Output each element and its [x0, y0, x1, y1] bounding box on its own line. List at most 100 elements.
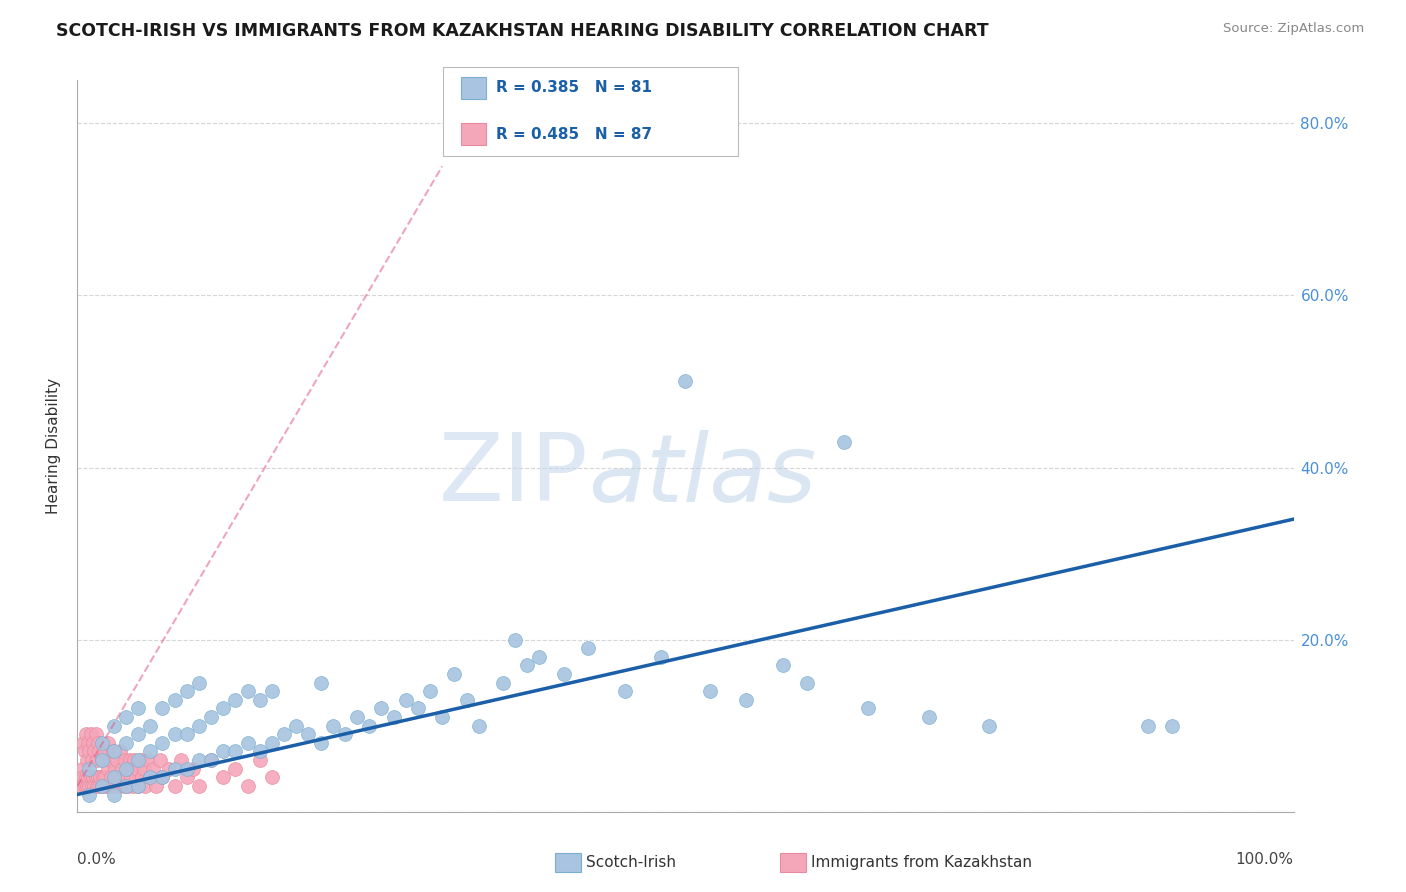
Point	[115, 762, 138, 776]
Point	[104, 762, 127, 776]
Point	[200, 753, 222, 767]
Point	[90, 779, 112, 793]
Point	[176, 762, 198, 776]
Point	[70, 779, 93, 793]
Point	[456, 693, 478, 707]
Point	[200, 710, 222, 724]
Point	[127, 779, 149, 793]
Point	[139, 770, 162, 784]
Point	[111, 762, 134, 776]
Point	[149, 753, 172, 767]
Point	[145, 779, 167, 793]
Point	[249, 753, 271, 767]
Point	[297, 727, 319, 741]
Point	[139, 744, 162, 758]
Point	[163, 693, 186, 707]
Point	[249, 693, 271, 707]
Point	[832, 434, 855, 449]
Point	[382, 710, 405, 724]
Point	[127, 727, 149, 741]
Point	[76, 779, 98, 793]
Point	[163, 779, 186, 793]
Point	[503, 632, 526, 647]
Text: atlas: atlas	[588, 430, 817, 521]
Point	[94, 770, 117, 784]
Point	[80, 753, 103, 767]
Point	[492, 675, 515, 690]
Point	[918, 710, 941, 724]
Point	[86, 753, 108, 767]
Point	[979, 719, 1001, 733]
Point	[75, 727, 97, 741]
Point	[76, 753, 98, 767]
Point	[125, 762, 148, 776]
Point	[112, 779, 135, 793]
Point	[77, 736, 100, 750]
Point	[675, 375, 697, 389]
Point	[443, 667, 465, 681]
Point	[188, 675, 211, 690]
Point	[699, 684, 721, 698]
Point	[108, 744, 131, 758]
Point	[260, 736, 283, 750]
Point	[90, 779, 112, 793]
Point	[1136, 719, 1159, 733]
Point	[89, 779, 111, 793]
Point	[152, 770, 174, 784]
Point	[87, 736, 110, 750]
Point	[72, 736, 94, 750]
Point	[309, 736, 332, 750]
Point	[107, 779, 129, 793]
Point	[467, 719, 489, 733]
Point	[101, 744, 124, 758]
Point	[134, 779, 156, 793]
Text: Immigrants from Kazakhstan: Immigrants from Kazakhstan	[811, 855, 1032, 870]
Point	[236, 779, 259, 793]
Point	[139, 770, 162, 784]
Point	[224, 744, 246, 758]
Point	[82, 736, 104, 750]
Point	[70, 762, 93, 776]
Point	[142, 762, 165, 776]
Point	[333, 727, 356, 741]
Point	[80, 727, 103, 741]
Point	[236, 736, 259, 750]
Point	[419, 684, 441, 698]
Point	[796, 675, 818, 690]
Point	[395, 693, 418, 707]
Point	[93, 779, 115, 793]
Point	[249, 744, 271, 758]
Point	[90, 736, 112, 750]
Point	[170, 753, 193, 767]
Point	[127, 753, 149, 767]
Point	[115, 762, 138, 776]
Text: 100.0%: 100.0%	[1236, 852, 1294, 867]
Point	[103, 779, 125, 793]
Point	[224, 762, 246, 776]
Point	[200, 753, 222, 767]
Point	[83, 779, 105, 793]
Point	[118, 753, 141, 767]
Point	[114, 753, 136, 767]
Point	[152, 736, 174, 750]
Point	[79, 779, 101, 793]
Point	[212, 701, 235, 715]
Point	[115, 779, 138, 793]
Point	[516, 658, 538, 673]
Point	[79, 762, 101, 776]
Point	[576, 641, 599, 656]
Point	[98, 753, 121, 767]
Point	[346, 710, 368, 724]
Point	[97, 762, 120, 776]
Point	[121, 762, 143, 776]
Point	[127, 779, 149, 793]
Point	[430, 710, 453, 724]
Point	[131, 770, 153, 784]
Point	[117, 779, 139, 793]
Point	[273, 727, 295, 741]
Point	[1161, 719, 1184, 733]
Point	[97, 736, 120, 750]
Text: Scotch-Irish: Scotch-Irish	[586, 855, 676, 870]
Point	[236, 684, 259, 698]
Point	[91, 770, 114, 784]
